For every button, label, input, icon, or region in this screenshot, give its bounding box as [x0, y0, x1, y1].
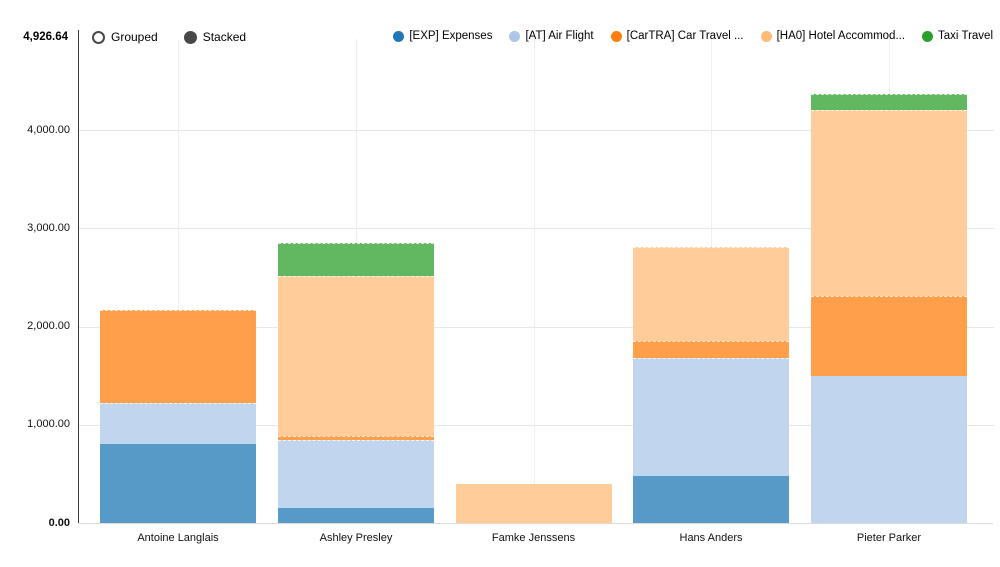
bar-segment[interactable] — [100, 443, 256, 523]
chart-mode-toggle-group: Grouped Stacked — [92, 30, 246, 44]
y-axis-tick-label: 0.00 — [48, 516, 70, 529]
bar-segment[interactable] — [278, 435, 434, 440]
radio-circle-icon — [183, 30, 197, 44]
y-axis-tick-label: 4,000.00 — [27, 123, 70, 136]
bar-segment[interactable] — [455, 483, 612, 523]
toggle-grouped[interactable]: Grouped — [92, 30, 158, 44]
legend: [EXP] Expenses [AT] Air Flight [CarTRA] Ca… — [393, 30, 993, 42]
y-axis-max-label: 4,926.64 — [23, 31, 68, 43]
bar-segment[interactable] — [633, 358, 789, 476]
legend-item[interactable]: [EXP] Expenses — [393, 30, 492, 42]
bar-segment[interactable] — [278, 243, 434, 277]
gridline-horizontal — [79, 326, 994, 328]
toggle-label: Grouped — [111, 30, 158, 44]
x-axis-category-label: Hans Anders — [679, 532, 743, 544]
radio-circle-icon — [92, 30, 105, 44]
bar-segment[interactable] — [278, 439, 434, 509]
y-axis-tick-label: 3,000.00 — [27, 221, 70, 234]
toggle-stacked[interactable]: Stacked — [183, 30, 247, 44]
y-axis-line — [78, 30, 79, 524]
gridline-vertical — [533, 39, 535, 523]
gridline-vertical — [178, 39, 179, 523]
x-axis-baseline — [78, 523, 993, 524]
y-axis-tick-label: 2,000.00 — [27, 320, 70, 333]
bar-segment[interactable] — [633, 247, 789, 341]
legend-label: [HA0] Hotel Accommod... — [776, 30, 906, 42]
bar-segment[interactable] — [278, 276, 434, 436]
gridline-horizontal — [79, 130, 994, 132]
x-axis-category-label: Famke Jenssens — [491, 532, 576, 544]
legend-dot-icon — [393, 30, 405, 42]
plot-area — [78, 39, 994, 523]
legend-item[interactable]: [AT] Air Flight — [509, 30, 594, 42]
bar-segment[interactable] — [811, 295, 967, 376]
legend-dot-icon — [922, 30, 934, 42]
legend-dot-icon — [760, 30, 772, 42]
toggle-label: Stacked — [202, 30, 247, 44]
x-axis-category-label: Ashley Presley — [319, 532, 393, 544]
legend-item[interactable]: Taxi Travel — [922, 30, 993, 42]
bar-segment[interactable] — [100, 309, 256, 404]
gridline-horizontal — [79, 424, 994, 426]
legend-label: [CarTRA] Car Travel ... — [626, 30, 744, 42]
bar-segment[interactable] — [278, 508, 434, 523]
x-axis-category-label: Antoine Langlais — [137, 532, 219, 544]
bar-segment[interactable] — [811, 110, 967, 296]
bar-segment[interactable] — [633, 475, 789, 523]
bar-segment[interactable] — [100, 403, 256, 444]
bar-segment[interactable] — [633, 340, 789, 359]
bar-segment[interactable] — [811, 375, 967, 523]
legend-label: Taxi Travel — [938, 30, 993, 42]
legend-item[interactable]: [CarTRA] Car Travel ... — [610, 30, 744, 42]
legend-item[interactable]: [HA0] Hotel Accommod... — [760, 30, 906, 42]
legend-dot-icon — [509, 30, 521, 42]
y-axis-tick-label: 1,000.00 — [27, 418, 70, 431]
legend-label: [AT] Air Flight — [525, 30, 594, 42]
bar-segment[interactable] — [811, 93, 967, 111]
legend-dot-icon — [610, 30, 622, 42]
gridline-horizontal — [79, 228, 994, 230]
legend-label: [EXP] Expenses — [409, 30, 493, 42]
x-axis-category-label: Pieter Parker — [856, 532, 922, 544]
